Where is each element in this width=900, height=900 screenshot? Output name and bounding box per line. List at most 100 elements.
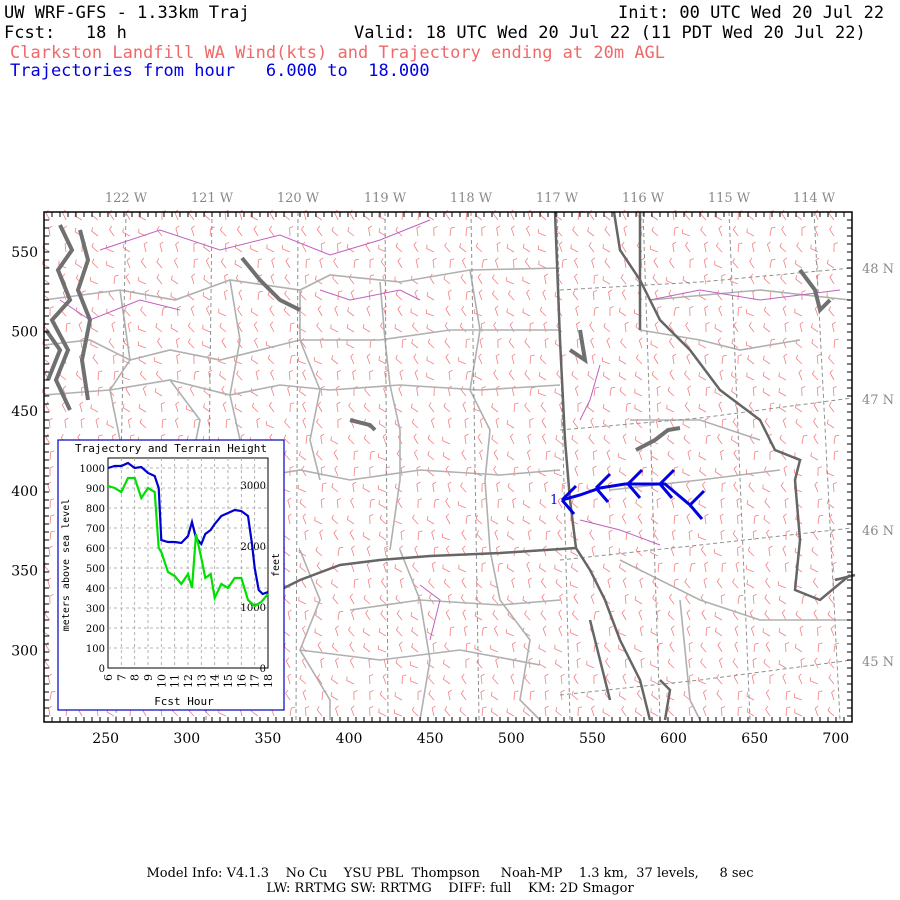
wind-barb [527, 433, 532, 445]
wind-barb [49, 466, 54, 476]
wind-barb [764, 594, 771, 605]
wind-barb [634, 644, 643, 653]
wind-barb [749, 257, 755, 269]
wind-barb [656, 609, 661, 621]
wind-barb [97, 386, 103, 397]
wind-barb [154, 387, 163, 397]
wind-barb [780, 274, 787, 285]
wind-barb [398, 641, 403, 653]
wind-barb [704, 513, 709, 525]
wind-barb [650, 451, 659, 461]
wind-barb [554, 452, 563, 461]
wind-barb [683, 434, 691, 445]
wind-barb [346, 243, 355, 253]
wind-barb [813, 417, 819, 429]
wind-barb [544, 481, 549, 493]
wind-barb [255, 369, 260, 381]
wind-barb [555, 435, 563, 445]
wind-barb [156, 258, 163, 269]
wind-barb [689, 562, 696, 573]
wind-barb [749, 273, 755, 285]
wind-barb [714, 467, 723, 477]
wind-barb [378, 485, 387, 493]
wind-barb [191, 225, 195, 237]
wind-barb [170, 275, 179, 285]
wind-barb [432, 257, 437, 269]
inset-x-tick-label: 6 [102, 674, 115, 681]
wind-barb [138, 403, 147, 413]
forecast-hour: Fcst: 18 h [4, 23, 127, 43]
wind-barb [682, 420, 691, 429]
wind-barb [320, 497, 325, 509]
y-tick-label: 450 [11, 404, 38, 420]
wind-barb [492, 290, 499, 301]
wind-barb [593, 498, 598, 509]
wind-barb [606, 337, 611, 349]
wind-barb [734, 625, 739, 637]
wind-barb [621, 513, 627, 525]
wind-barb [811, 323, 819, 333]
wind-barb [378, 627, 387, 637]
wind-barb [509, 433, 515, 445]
wind-barb [829, 225, 835, 237]
wind-barb [476, 658, 483, 669]
wind-barb [634, 435, 643, 445]
wind-barb [735, 561, 740, 573]
wind-barb [540, 401, 547, 413]
wind-barb [378, 419, 387, 429]
wind-barb [816, 353, 821, 365]
wind-barb [682, 229, 691, 237]
wind-barb [785, 530, 791, 541]
wind-barb [811, 338, 819, 349]
wind-barb [289, 466, 294, 477]
wind-barb [737, 354, 743, 365]
wind-barb [346, 340, 355, 349]
wind-barb [427, 450, 435, 461]
wind-barb [127, 321, 132, 333]
wind-barb [619, 386, 627, 397]
wind-barb [794, 403, 803, 413]
wind-barb [810, 452, 819, 461]
wind-barb [443, 402, 451, 413]
longitude-label: 121 W [191, 191, 234, 206]
wind-barb [766, 529, 771, 541]
wind-barb [465, 338, 471, 349]
wind-barb [447, 289, 452, 301]
model-info-line1: Model Info: V4.1.3 No Cu YSU PBL Thompso… [146, 866, 754, 881]
wind-barb [784, 497, 789, 509]
wind-barb [410, 661, 419, 669]
wind-barb [698, 340, 707, 349]
wind-barb [653, 529, 659, 541]
wind-barb [80, 337, 85, 349]
wind-barb [810, 244, 819, 253]
wind-barb [337, 290, 343, 301]
wind-barb [287, 497, 292, 509]
wind-barb [704, 241, 709, 253]
wind-barb [378, 500, 387, 509]
wind-barb [652, 594, 659, 605]
wind-barb [827, 706, 835, 717]
wind-barb [221, 337, 227, 349]
wind-barb [462, 401, 467, 413]
wind-barb [650, 340, 659, 349]
wind-barb [720, 449, 725, 461]
wind-barb [591, 353, 596, 365]
wind-barb [478, 289, 483, 301]
wind-barb [798, 673, 803, 685]
wind-barb [522, 276, 531, 285]
wind-barb [765, 561, 771, 573]
wind-barb [349, 209, 355, 221]
wind-barb [747, 546, 755, 557]
wind-barb [737, 545, 742, 557]
wind-barb [571, 690, 579, 701]
wind-barb [362, 531, 371, 541]
wind-barb [506, 708, 515, 717]
wind-barb [378, 212, 387, 221]
wind-barb [670, 625, 675, 637]
wind-barb [538, 229, 547, 237]
wind-barb [603, 322, 611, 333]
wind-barb [608, 481, 613, 493]
wind-barb [298, 357, 307, 365]
wind-barb [749, 433, 755, 445]
wind-barb [267, 354, 275, 365]
